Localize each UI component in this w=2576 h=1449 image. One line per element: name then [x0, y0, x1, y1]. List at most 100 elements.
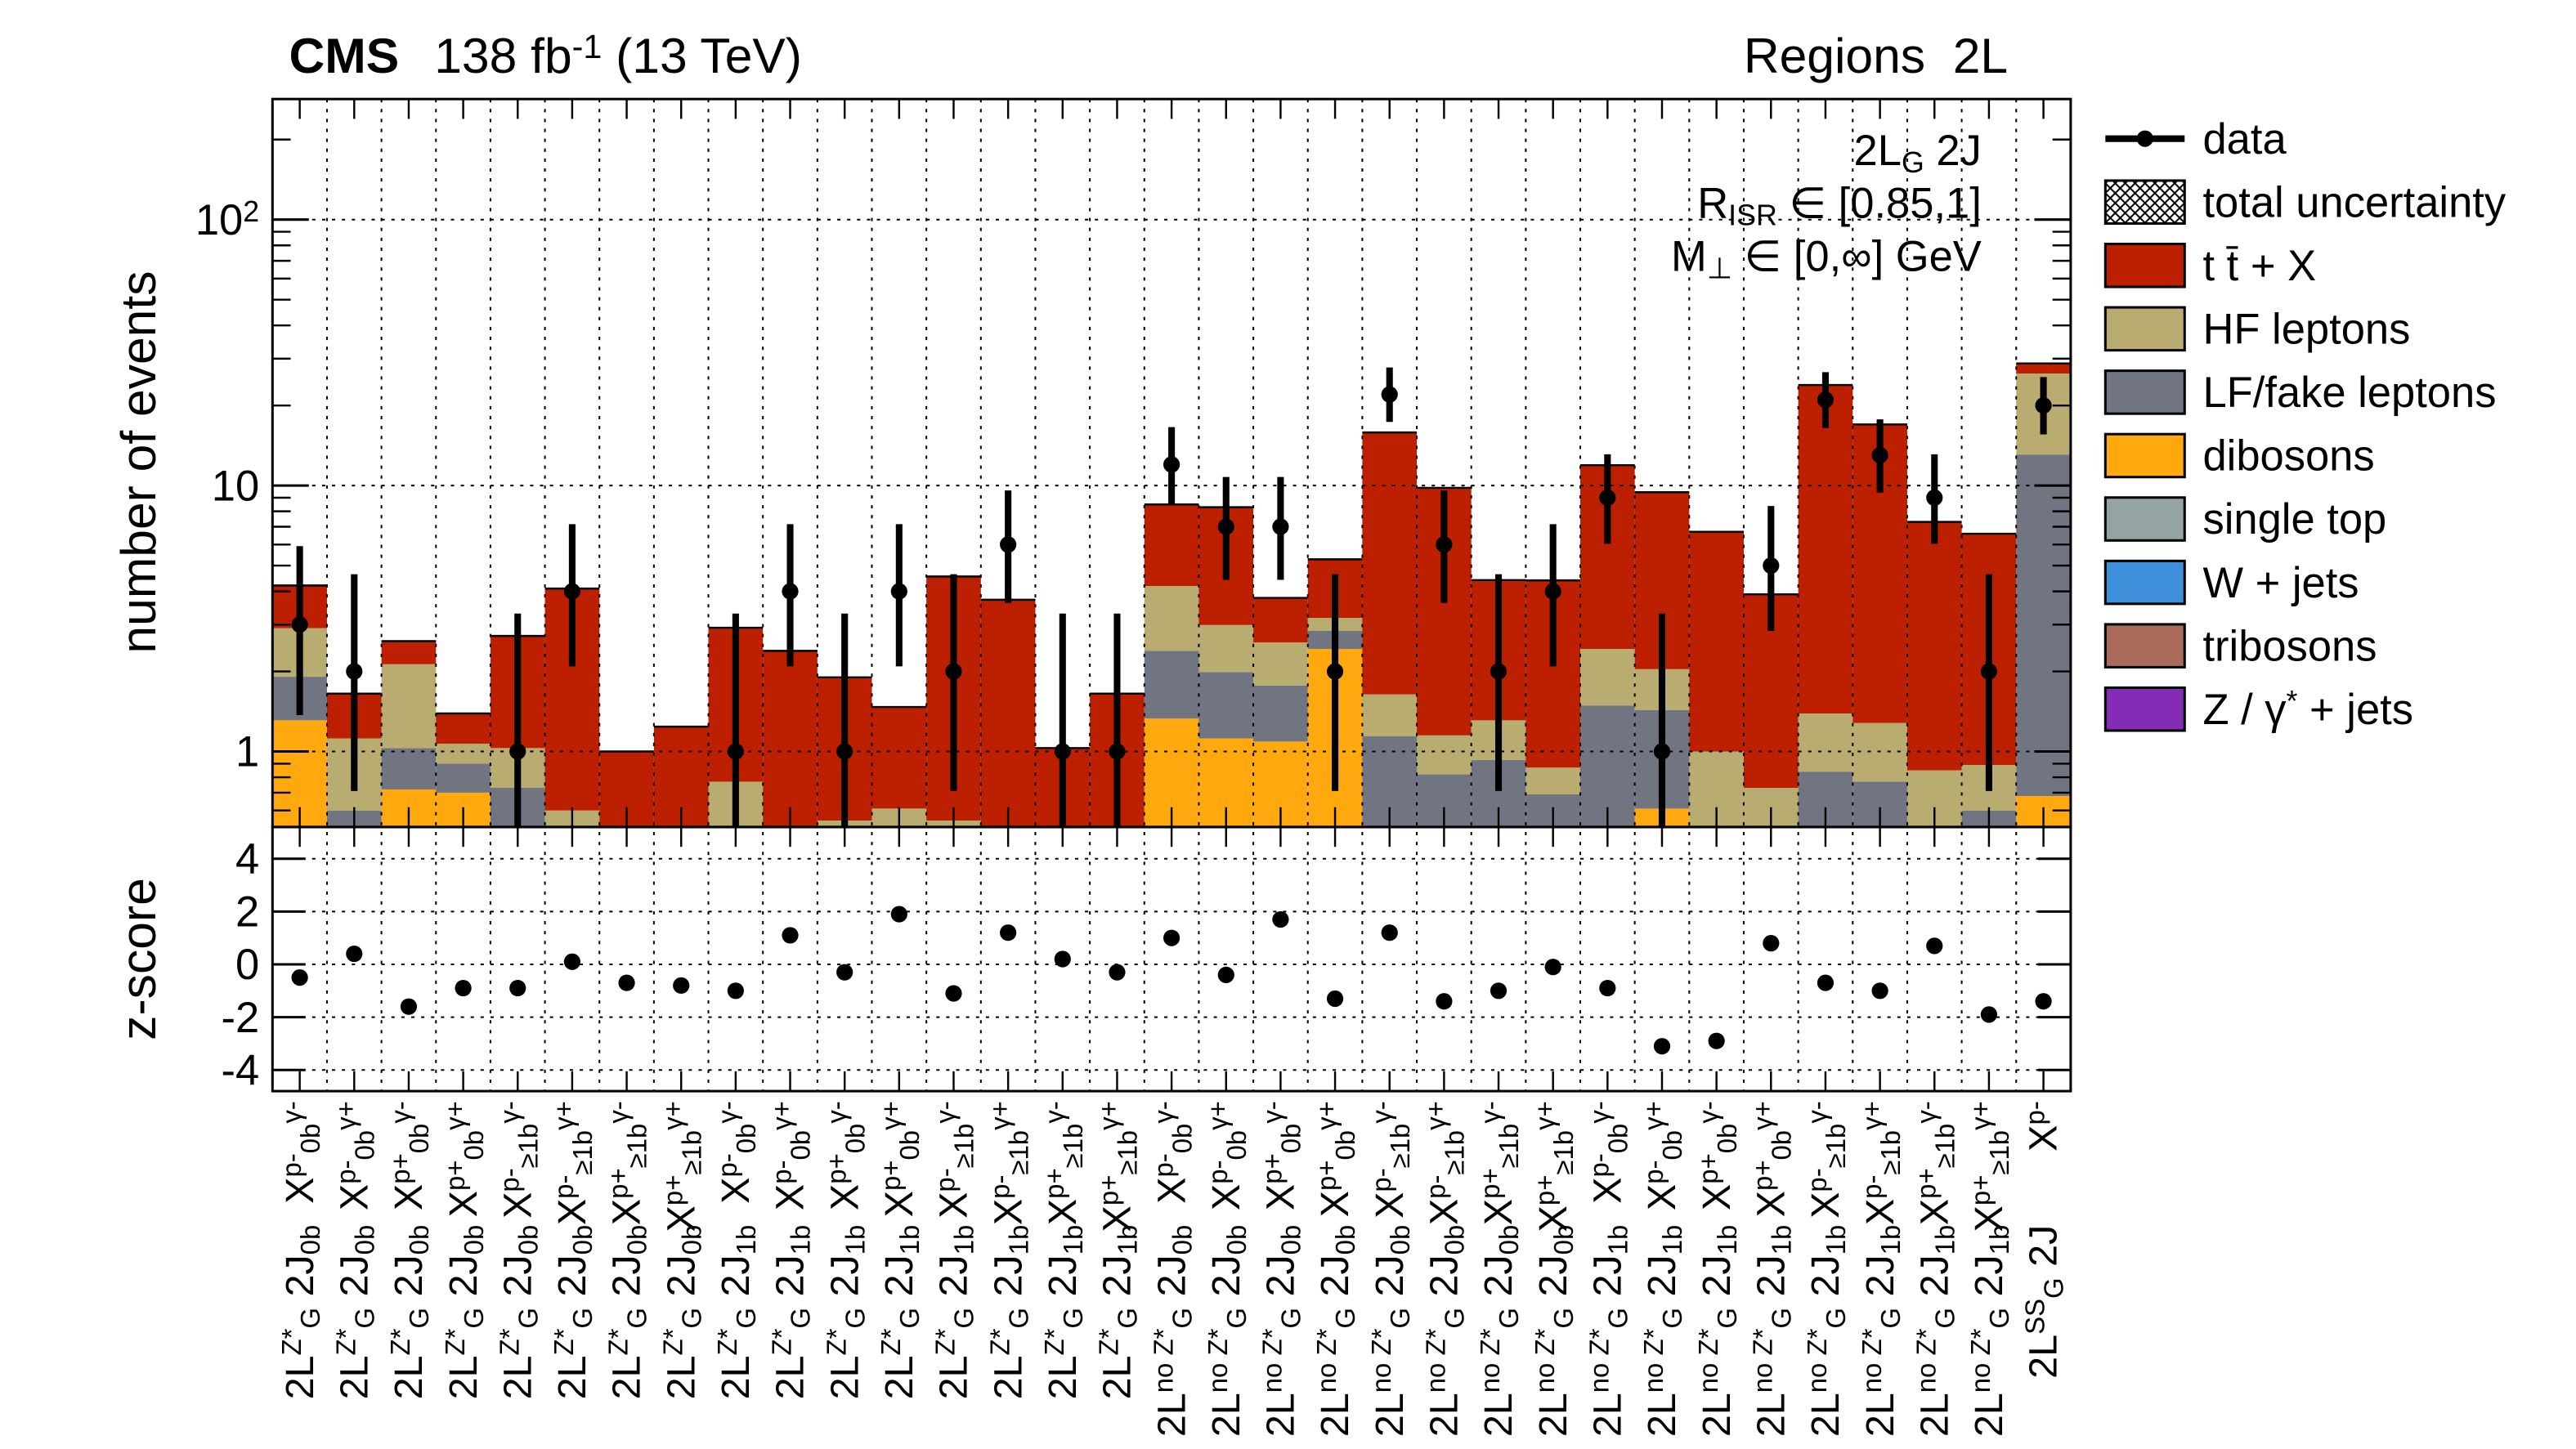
data-point — [1926, 489, 1943, 507]
data-point — [727, 743, 744, 760]
legend-swatch — [2103, 686, 2186, 732]
data-point — [563, 583, 581, 600]
x-group-label: 2Lno Z*G 2J1b — [1911, 1225, 1960, 1437]
data-point — [1326, 663, 1344, 680]
x-group-label: 2LZ*G 2J1b — [1094, 1225, 1143, 1400]
data-point — [291, 616, 308, 633]
x-tick-label: Xp-≥1bγ+ — [1421, 1101, 1470, 1225]
x-group-label: 2LZ*G 2J1b — [930, 1225, 979, 1400]
x-tick-label: Xp+0bγ+ — [440, 1101, 489, 1217]
legend-swatch — [2103, 559, 2186, 606]
x-group-label: 2LZ*G 2J0b — [495, 1225, 544, 1400]
x-group-label: 2LZ*G 2J1b — [984, 1225, 1033, 1400]
data-point — [2035, 397, 2052, 414]
zscore-point — [1054, 950, 1071, 968]
zscore-point — [563, 953, 581, 970]
data-point — [1763, 557, 1780, 575]
x-group-label: 2Lno Z*G 2J0b — [1257, 1225, 1306, 1437]
x-tick-label: Xp-0bγ- — [712, 1101, 761, 1204]
x-tick-label: Xp-0bγ+ — [331, 1101, 380, 1210]
x-tick-label: Xp+≥1bγ+ — [1965, 1101, 2014, 1232]
zscore-point — [1163, 929, 1180, 946]
x-group-label: 2Lno Z*G 2J0b — [1148, 1225, 1197, 1437]
legend-label: dibosons — [2202, 432, 2374, 481]
x-tick-label: Xp-≥1bγ- — [1366, 1101, 1415, 1219]
x-tick-label: Xp-≥1bγ- — [1802, 1101, 1851, 1219]
x-tick-label: Xp+0bγ- — [1257, 1101, 1306, 1210]
zscore-point — [1272, 910, 1289, 928]
annotation: 2LG 2J — [1854, 127, 1982, 179]
legend-swatch — [2103, 496, 2186, 542]
data-point — [1217, 518, 1234, 535]
stack-segment — [763, 651, 818, 827]
x-tick-label: Xp+≥1bγ- — [603, 1101, 652, 1225]
x-tick-label: Xp+≥1bγ+ — [1530, 1101, 1579, 1232]
stack-segment — [436, 743, 491, 764]
zscore-point — [727, 982, 744, 1000]
data-point — [1980, 663, 1998, 680]
legend-swatch — [2103, 179, 2186, 225]
stack-segment — [1144, 651, 1199, 719]
x-group-label: 2LZ*G 2J0b — [276, 1225, 325, 1400]
data-point — [1599, 489, 1616, 507]
data-point — [673, 901, 689, 918]
zscore-point — [1544, 959, 1561, 976]
zscore-point — [836, 964, 853, 981]
title: CMS — [289, 28, 400, 83]
data-point — [509, 743, 526, 760]
data-point — [455, 901, 471, 918]
legend-swatch — [2103, 623, 2186, 669]
data-point — [346, 663, 363, 680]
zscore-point — [1326, 990, 1344, 1008]
data-point — [618, 901, 634, 918]
x-group-label: 2LZ*G 2J1b — [876, 1225, 925, 1400]
stack-segment — [381, 748, 437, 789]
x-group-label: 2Lno Z*G 2J1b — [1965, 1225, 2014, 1437]
legend-label: data — [2202, 115, 2287, 163]
zscore-point — [1926, 937, 1943, 955]
zscore-point — [291, 969, 308, 986]
lower-frame — [271, 825, 2072, 1093]
stack-segment — [1798, 713, 1853, 772]
y-tick-label: 10 — [212, 462, 259, 510]
legend-data-marker — [2136, 130, 2153, 147]
stack-segment — [1798, 385, 1853, 713]
z-axis-label: z-score — [110, 878, 166, 1040]
zscore-point — [1980, 1006, 1998, 1023]
x-group-label: 2Lno Z*G 2J1b — [1584, 1225, 1633, 1437]
stack-segment — [1417, 735, 1472, 775]
x-group-label: 2Lno Z*G 2J0b — [1203, 1225, 1252, 1437]
x-group-label: 2LZ*G 2J1b — [821, 1225, 870, 1400]
subtitle: 138 fb-1 (13 TeV) — [434, 27, 802, 83]
x-tick-label: Xp-0bγ+ — [1203, 1101, 1252, 1210]
x-group-label: 2Lno Z*G 2J0b — [1311, 1225, 1360, 1437]
x-tick-label: Xp-0bγ- — [1584, 1101, 1633, 1204]
zscore-point — [455, 979, 472, 997]
stack-segment — [1906, 521, 1962, 771]
stack-segment — [1362, 694, 1418, 736]
data-point — [1490, 663, 1508, 680]
x-tick-label: Xp-≥1bγ- — [495, 1101, 544, 1219]
x-tick-label: Xp+0bγ- — [1693, 1101, 1742, 1210]
data-point — [1544, 583, 1561, 600]
stack-segment — [1580, 705, 1635, 827]
x-tick-label: Xp+≥1bγ+ — [658, 1101, 707, 1232]
x-tick-label: Xp+0bγ+ — [1311, 1101, 1360, 1217]
data-point — [1272, 518, 1289, 535]
x-group-label: 2Lno Z*G 2J1b — [1693, 1225, 1742, 1437]
zscore-point — [782, 927, 799, 944]
legend-label: Z / γ* + jets — [2202, 685, 2413, 734]
data-point — [1817, 391, 1835, 409]
data-point — [1000, 536, 1017, 553]
x-group-label: 2LZ*G 2J0b — [385, 1225, 434, 1400]
zscore-point — [1817, 974, 1835, 991]
legend-label: HF leptons — [2202, 306, 2410, 354]
stack-segment — [1253, 597, 1308, 643]
data-point — [1709, 901, 1725, 918]
zscore-point — [400, 998, 418, 1015]
x-tick-label: Xp+≥1bγ- — [1039, 1101, 1088, 1225]
x-tick-label: Xp- — [2020, 1101, 2066, 1152]
zscore-point — [1436, 993, 1453, 1010]
zscore-point — [509, 979, 526, 997]
